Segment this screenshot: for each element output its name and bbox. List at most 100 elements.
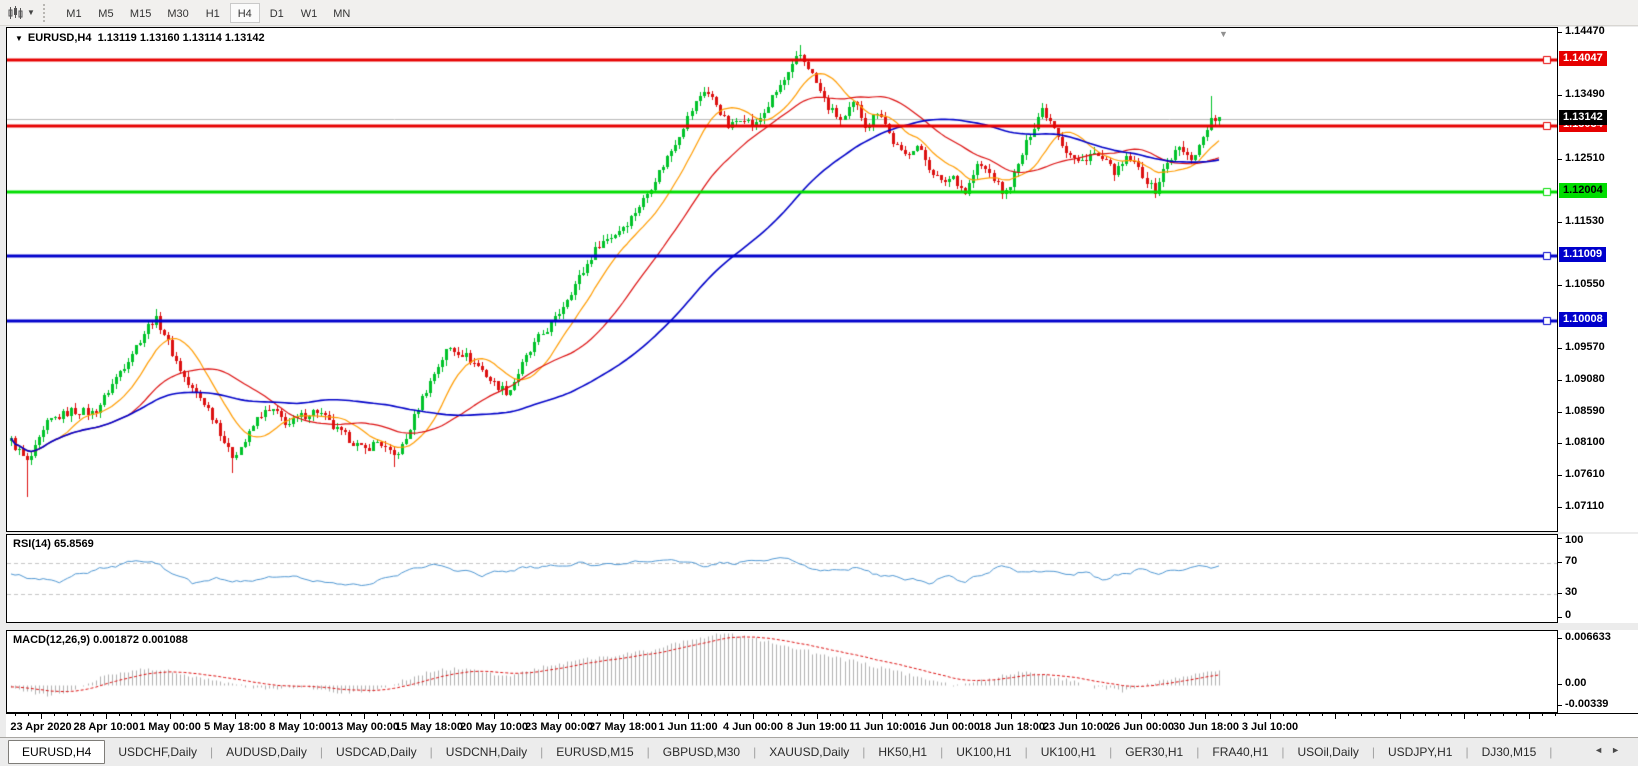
- chart-tab-uk100-h1[interactable]: UK100,H1: [1040, 745, 1097, 759]
- time-tick: [817, 714, 818, 719]
- time-tick: [313, 714, 314, 716]
- time-axis[interactable]: 23 Apr 2020 28 Apr 10:00 1 May 00:00 5 May …: [6, 713, 1638, 740]
- rsi-panel: RSI(14) 65.8569 100 70 30 0: [6, 534, 1638, 623]
- time-tick: [468, 714, 469, 716]
- chart-tab-hk50-h1[interactable]: HK50,H1: [878, 745, 928, 759]
- chart-tab-usdchf-daily[interactable]: USDCHF,Daily: [118, 745, 198, 759]
- time-tick: [429, 714, 430, 719]
- price-tick: [1558, 412, 1562, 413]
- tab-separator: |: [319, 745, 323, 759]
- rsi-tick: [1558, 617, 1562, 618]
- toolbar-grip[interactable]: [42, 3, 50, 22]
- chart-tab-eurusd-h4[interactable]: EURUSD,H4: [8, 740, 106, 764]
- time-tick: [1231, 714, 1232, 716]
- time-tick: [740, 714, 741, 716]
- time-tick: [80, 714, 81, 716]
- main-chart-panel: ▼ EURUSD,H4 1.13119 1.13160 1.13114 1.131…: [6, 25, 1638, 532]
- candlestick-chart-canvas[interactable]: [7, 28, 1557, 531]
- time-tick: [610, 714, 611, 716]
- timeframe-button-m1[interactable]: M1: [59, 3, 89, 23]
- macd-chart-canvas[interactable]: [7, 631, 1557, 712]
- chart-tab-usoil-daily[interactable]: USOil,Daily: [1297, 745, 1359, 759]
- timeframe-button-h4[interactable]: H4: [229, 2, 260, 23]
- timeframe-button-d1[interactable]: D1: [262, 3, 292, 23]
- rsi-tick-label: 30: [1565, 586, 1578, 598]
- chart-tab-dj30-m15[interactable]: DJ30,M15: [1481, 745, 1537, 759]
- time-tick: [390, 714, 391, 716]
- chart-tab-usdcad-daily[interactable]: USDCAD,Daily: [335, 745, 417, 759]
- chart-ohlc-values: 1.13119 1.13160 1.13114 1.13142: [97, 32, 265, 44]
- time-tick: [1516, 714, 1517, 716]
- timeframe-button-m5[interactable]: M5: [91, 3, 121, 23]
- tabs-container: EURUSD,H4 USDCHF,Daily | AUDUSD,Daily | USDCA…: [0, 740, 1552, 764]
- time-tick-label: 23 May 00:00: [525, 721, 593, 733]
- time-tick: [1283, 714, 1284, 716]
- time-tick-label: 13 May 00:00: [331, 721, 399, 733]
- price-tick-label: 1.09080: [1565, 373, 1605, 385]
- time-tick: [1063, 714, 1064, 716]
- level-price-tag[interactable]: 1.12004: [1559, 183, 1607, 198]
- tab-separator: |: [646, 745, 650, 759]
- time-tick: [403, 714, 404, 716]
- price-tick: [1558, 222, 1562, 223]
- time-tick: [973, 714, 974, 716]
- time-tick-label: 20 May 10:00: [460, 721, 528, 733]
- price-tick-label: 1.07610: [1565, 468, 1605, 480]
- timeframe-button-h1[interactable]: H1: [198, 3, 228, 23]
- time-tick: [1115, 714, 1116, 716]
- macd-plot: MACD(12,26,9) 0.001872 0.001088: [6, 630, 1558, 713]
- time-tick: [106, 714, 107, 719]
- time-tick: [675, 714, 676, 716]
- chart-tab-uk100-h1[interactable]: UK100,H1: [956, 745, 1012, 759]
- time-tick: [701, 714, 702, 716]
- time-tick: [326, 714, 327, 716]
- time-tick: [1490, 714, 1491, 716]
- time-tick: [93, 714, 94, 716]
- chart-shift-marker[interactable]: ▼: [1219, 29, 1228, 39]
- tab-separator: |: [940, 745, 944, 759]
- level-price-tag[interactable]: 1.14047: [1559, 51, 1607, 66]
- price-axis[interactable]: 1.14470 1.13490 1.12510 1.11530 1.10550 1.095…: [1558, 25, 1638, 532]
- chart-tab-ger30-h1[interactable]: GER30,H1: [1125, 745, 1184, 759]
- time-tick-label: 26 Jun 00:00: [1107, 721, 1175, 733]
- chart-tab-gbpusd-m30[interactable]: GBPUSD,M30: [662, 745, 741, 759]
- level-price-tag[interactable]: 1.11009: [1559, 247, 1607, 262]
- time-tick: [1451, 714, 1452, 716]
- time-tick: [15, 714, 16, 716]
- tab-scroll-left-icon[interactable]: ◄: [1594, 745, 1612, 755]
- chart-tab-audusd-daily[interactable]: AUDUSD,Daily: [226, 745, 307, 759]
- chart-tab-xauusd-daily[interactable]: XAUUSD,Daily: [769, 745, 850, 759]
- chart-tab-usdjpy-h1[interactable]: USDJPY,H1: [1387, 745, 1453, 759]
- collapse-arrow-icon[interactable]: ▼: [15, 34, 23, 43]
- rsi-axis[interactable]: 100 70 30 0: [1558, 534, 1638, 623]
- timeframe-button-m15[interactable]: M15: [123, 3, 158, 23]
- time-tick-label: 3 Jul 10:00: [1241, 721, 1299, 733]
- time-tick: [300, 714, 301, 719]
- timeframe-button-m30[interactable]: M30: [160, 3, 195, 23]
- rsi-chart-canvas[interactable]: [7, 535, 1557, 622]
- time-tick: [481, 714, 482, 716]
- macd-axis[interactable]: 0.006633 0.00 -0.00339: [1558, 630, 1638, 713]
- time-tick: [947, 714, 948, 719]
- time-tick: [416, 714, 417, 716]
- chart-tab-fra40-h1[interactable]: FRA40,H1: [1212, 745, 1269, 759]
- time-tick: [1193, 714, 1194, 716]
- timeframe-button-w1[interactable]: W1: [294, 3, 325, 23]
- price-tick: [1558, 285, 1562, 286]
- level-price-tag[interactable]: 1.10008: [1559, 312, 1607, 327]
- macd-tick: [1558, 684, 1562, 685]
- time-tick: [1024, 714, 1025, 716]
- price-tick-label: 1.09570: [1565, 341, 1605, 353]
- chart-tab-usdcnh-daily[interactable]: USDCNH,Daily: [445, 745, 528, 759]
- time-tick: [791, 714, 792, 716]
- tab-separator: |: [1109, 745, 1113, 759]
- time-tick: [1503, 714, 1504, 716]
- chart-icon[interactable]: [6, 5, 26, 21]
- timeframe-button-mn[interactable]: MN: [326, 3, 357, 23]
- chart-dropdown-arrow-icon[interactable]: ▼: [27, 8, 35, 17]
- time-tick: [662, 714, 663, 716]
- tab-scroll-right-icon[interactable]: ►: [1611, 745, 1628, 755]
- macd-panel: MACD(12,26,9) 0.001872 0.001088 0.006633…: [6, 630, 1638, 713]
- chart-tab-eurusd-m15[interactable]: EURUSD,M15: [556, 745, 634, 759]
